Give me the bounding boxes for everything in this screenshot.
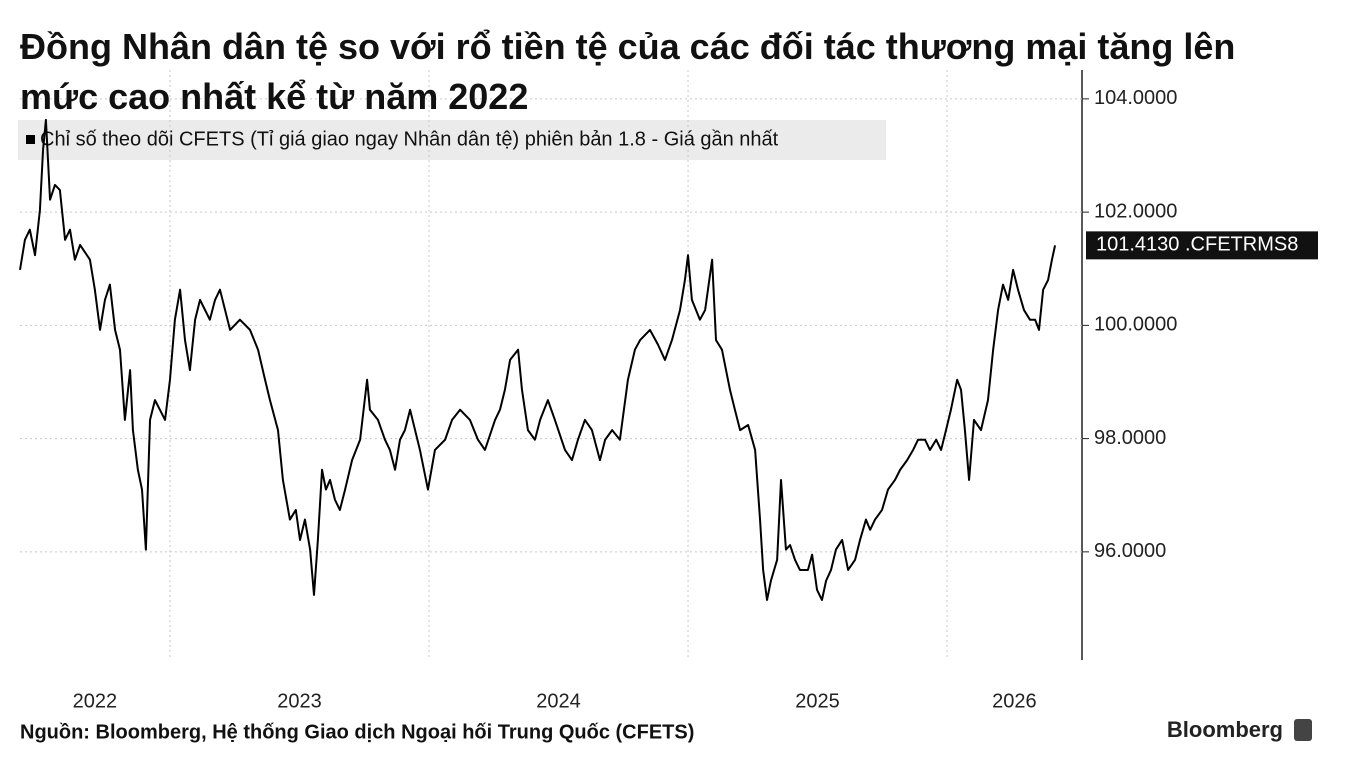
chart-title: Đồng Nhân dân tệ so với rổ tiền tệ của c… <box>20 26 1236 117</box>
brand: Bloomberg <box>1167 717 1283 742</box>
legend-box <box>18 120 886 160</box>
source: Nguồn: Bloomberg, Hệ thống Giao dịch Ngo… <box>20 721 694 743</box>
legend-swatch <box>26 135 35 144</box>
legend-label: Chỉ số theo dõi CFETS (Tỉ giá giao ngay … <box>40 128 779 150</box>
x-tick-label: 2024 <box>536 690 581 712</box>
y-tick-label: 104.0000 <box>1094 87 1177 109</box>
x-tick-label: 2022 <box>73 690 118 712</box>
series-line <box>19 118 1057 601</box>
y-tick-label: 96.0000 <box>1094 540 1166 562</box>
y-tick-label: 98.0000 <box>1094 427 1166 449</box>
x-tick-label: 2026 <box>992 690 1037 712</box>
last-value-label: 101.4130 .CFETRMS8 <box>1096 234 1298 256</box>
x-tick-label: 2023 <box>277 690 322 712</box>
y-tick-label: 102.0000 <box>1094 200 1177 222</box>
y-tick-label: 100.0000 <box>1094 314 1177 336</box>
last-value-tag <box>1086 231 1318 260</box>
brand-icon <box>1294 719 1312 741</box>
x-tick-label: 2025 <box>795 690 840 712</box>
